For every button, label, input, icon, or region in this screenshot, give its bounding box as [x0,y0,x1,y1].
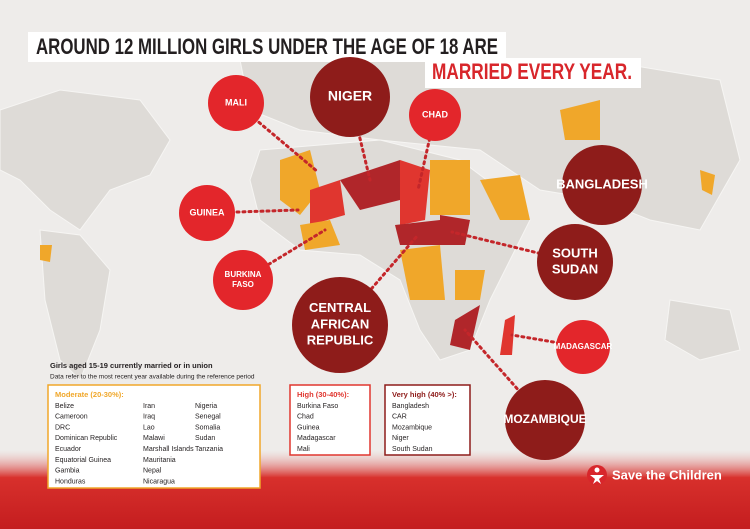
legend-heading: Girls aged 15-19 currently married or in… [50,361,213,370]
legend-item: Nigeria [195,403,217,410]
legend-item: Nicaragua [143,478,175,485]
callout-label: SOUTH [552,245,598,260]
title: AROUND 12 MILLION GIRLS UNDER THE AGE OF… [36,34,498,59]
callout-circle [179,185,235,241]
title-box [425,58,641,88]
legend-group-title: Moderate (20-30%): [55,390,124,399]
legend-item: Burkina Faso [297,403,338,410]
callout-circle [537,224,613,300]
legend-item: Mauritania [143,457,176,464]
legend-note: Data refer to the most recent year avail… [50,374,255,381]
legend-item: Bangladesh [392,403,429,410]
legend-group-title: Very high (40% >): [392,390,457,399]
legend-item: Nepal [143,468,162,475]
callout-label: CENTRAL [309,300,371,315]
logo: Save the Children [587,465,722,485]
legend-box [47,384,261,489]
legend-item: Senegal [195,414,221,421]
callout-circle [562,145,642,225]
callout-label: SUDAN [552,262,598,277]
legend-item: Iran [143,403,155,410]
legend-item: Gambia [55,468,80,475]
callout-label: NIGER [328,88,372,104]
callout-label: GUINEA [189,207,225,217]
legend-item: Honduras [55,478,86,485]
title-highlight: MARRIED EVERY YEAR. [432,59,632,84]
callout-label: MADAGASCAR [554,342,613,351]
legend-item: Sudan [195,435,215,442]
logo-text: Save the Children [612,467,722,482]
callout-circle [310,57,390,137]
callout-circle [505,380,585,460]
callout-label: AFRICAN [311,316,370,331]
legend-item: Somalia [195,424,220,431]
callout-label: MOZAMBIQUE [503,412,586,426]
legend-item: CAR [392,414,407,421]
legend-item: Mozambique [392,424,432,431]
callout-circle [292,277,388,373]
callout-circle [208,75,264,131]
callout-label: BURKINA [225,270,262,279]
callout-label: FASO [232,280,254,289]
legend-item: Tanzania [195,446,223,453]
legend-item: Equatorial Guinea [55,457,111,464]
legend-item: Dominican Republic [55,435,118,442]
legend-box [384,384,471,456]
callout-circle [409,89,461,141]
callout-label: CHAD [422,109,448,119]
callout-label: REPUBLIC [307,333,374,348]
legend-item: Iraq [143,414,155,421]
callout-label: MALI [225,97,247,107]
callout-label: BANGLADESH [556,176,648,191]
legend-item: Chad [297,414,314,421]
legend-item: Lao [143,424,155,431]
legend-item: Belize [55,403,74,410]
legend-item: DRC [55,424,70,431]
callout-circle [556,320,610,374]
connector [241,228,327,282]
legend-item: South Sudan [392,446,433,453]
legend-item: Guinea [297,424,320,431]
title-box [28,32,506,62]
legend-item: Mali [297,446,310,453]
legend-item: Marshall Islands [143,446,194,453]
legend-item: Niger [392,435,409,442]
legend-item: Malawi [143,435,165,442]
legend-item: Ecuador [55,446,82,453]
legend-item: Madagascar [297,435,336,442]
legend-box [289,384,371,456]
callout-circle [213,250,273,310]
legend-item: Cameroon [55,414,88,421]
legend-group-title: High (30-40%): [297,390,349,399]
